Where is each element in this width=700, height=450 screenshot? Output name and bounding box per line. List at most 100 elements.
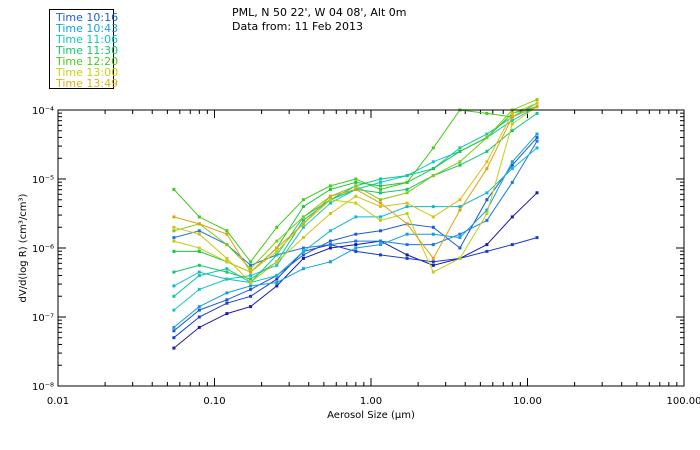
- data-point: [405, 174, 409, 178]
- x-axis-label: Aerosol Size (µm): [327, 410, 415, 421]
- data-point: [275, 263, 279, 267]
- data-point: [197, 308, 201, 312]
- data-point: [405, 212, 409, 215]
- data-point: [485, 191, 489, 195]
- data-point: [458, 246, 462, 250]
- data-point: [249, 277, 253, 281]
- data-point: [535, 139, 539, 143]
- data-point: [510, 115, 514, 119]
- data-point: [458, 232, 462, 236]
- data-point: [458, 208, 462, 212]
- chart-title: PML, N 50 22', W 04 08', Alt 0m: [232, 6, 407, 19]
- data-point: [249, 281, 253, 284]
- data-point: [172, 187, 176, 191]
- data-point: [379, 198, 382, 202]
- data-point: [172, 294, 176, 298]
- data-point: [301, 225, 305, 229]
- data-point: [458, 146, 462, 150]
- data-point: [328, 187, 332, 191]
- legend-entry-2: Time 10:43: [56, 22, 119, 35]
- data-point: [431, 270, 435, 274]
- data-point: [354, 177, 358, 181]
- legend-entry-3: Time 11:06: [56, 33, 119, 46]
- data-point: [225, 243, 229, 247]
- data-point: [301, 218, 305, 222]
- data-point: [328, 243, 332, 247]
- data-point: [510, 111, 514, 115]
- data-point: [275, 281, 279, 284]
- data-point: [535, 146, 539, 150]
- data-point: [328, 229, 332, 233]
- data-point: [354, 180, 358, 184]
- data-point: [431, 167, 435, 171]
- plot-frame: [57, 109, 685, 387]
- data-point: [510, 129, 514, 133]
- data-point: [225, 229, 229, 233]
- data-point: [510, 180, 514, 184]
- data-point: [275, 253, 279, 257]
- data-point: [431, 225, 435, 229]
- data-point: [197, 263, 201, 267]
- data-point: [301, 215, 305, 219]
- data-point: [510, 118, 514, 122]
- data-point: [510, 243, 514, 247]
- y-tick-label: 10⁻⁵: [32, 175, 54, 186]
- data-point: [535, 236, 539, 240]
- data-point: [328, 198, 332, 202]
- legend: Time 10:16 Time 10:43 Time 11:06 Time 11…: [49, 9, 119, 89]
- data-point: [485, 243, 489, 247]
- data-point: [458, 160, 462, 164]
- data-point: [172, 239, 176, 243]
- data-point: [328, 239, 332, 243]
- data-point: [354, 243, 358, 247]
- data-point: [197, 215, 201, 219]
- data-point: [301, 222, 305, 226]
- data-point: [535, 111, 539, 115]
- data-point: [431, 232, 435, 236]
- data-point: [328, 184, 332, 188]
- data-point: [249, 284, 253, 288]
- data-point: [535, 132, 539, 136]
- legend-entry-5: Time 12:20: [56, 55, 119, 68]
- data-point: [379, 239, 382, 243]
- data-point: [405, 222, 409, 226]
- data-point: [197, 315, 201, 319]
- data-point: [301, 249, 305, 253]
- data-point: [485, 132, 489, 136]
- data-point: [354, 249, 358, 253]
- data-point: [485, 149, 489, 153]
- data-point: [535, 105, 539, 109]
- data-point: [405, 201, 409, 205]
- data-point: [379, 229, 382, 233]
- data-point: [301, 253, 305, 257]
- data-point: [197, 246, 201, 250]
- data-point: [354, 184, 358, 188]
- data-point: [225, 232, 229, 236]
- data-point: [354, 194, 358, 198]
- data-point: [275, 274, 279, 278]
- data-point: [458, 163, 462, 167]
- data-point: [431, 215, 435, 219]
- data-point: [172, 249, 176, 253]
- data-point: [275, 239, 279, 243]
- y-axis-label: dV/d(log R) (cm³/cm³): [18, 193, 29, 302]
- data-point: [485, 111, 489, 115]
- data-point: [431, 260, 435, 264]
- data-point: [197, 229, 201, 233]
- data-point: [379, 215, 382, 219]
- data-point: [172, 325, 176, 329]
- data-point: [301, 236, 305, 240]
- data-point: [172, 215, 176, 219]
- data-point: [431, 263, 435, 267]
- data-point: [535, 98, 539, 102]
- data-point: [275, 225, 279, 229]
- data-point: [485, 167, 489, 171]
- y-tick-label: 10⁻⁷: [32, 313, 54, 324]
- y-tick-label: 10⁻⁴: [32, 106, 54, 117]
- data-point: [249, 305, 253, 309]
- legend-entry-1: Time 10:16: [56, 11, 119, 24]
- series-line-s14: [173, 102, 538, 284]
- data-point: [485, 249, 489, 253]
- data-point: [197, 249, 201, 253]
